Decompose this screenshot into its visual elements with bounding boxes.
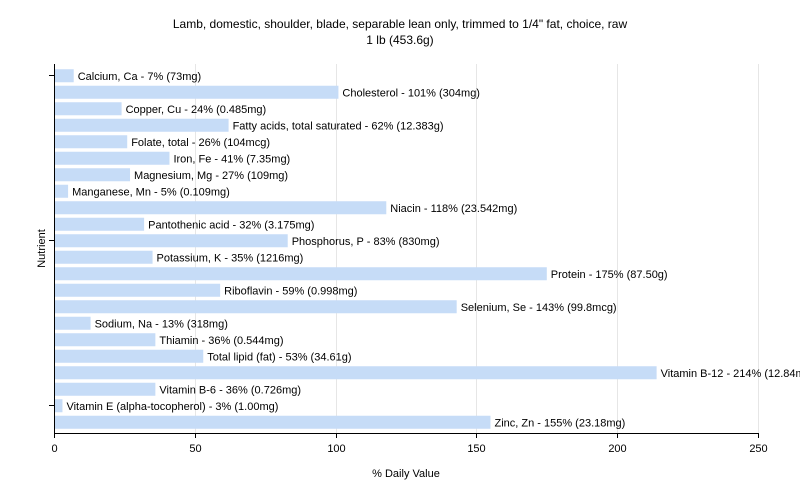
chart-title-block: Lamb, domestic, shoulder, blade, separab…: [0, 16, 800, 48]
bar: [55, 217, 145, 231]
bar: [55, 267, 547, 281]
bar-label: Selenium, Se - 143% (99.8mcg): [461, 302, 617, 314]
bar: [55, 382, 156, 396]
x-tick-label: 100: [327, 443, 345, 455]
bar-label: Iron, Fe - 41% (7.35mg): [173, 153, 290, 165]
bar: [55, 184, 69, 198]
bar: [55, 399, 63, 413]
bar-label: Vitamin B-12 - 214% (12.84mcg): [661, 368, 800, 380]
bar: [55, 300, 457, 314]
bar-label: Fatty acids, total saturated - 62% (12.3…: [233, 120, 444, 132]
bar: [55, 85, 339, 99]
x-axis-title: % Daily Value: [372, 468, 440, 480]
bar: [55, 151, 170, 165]
bar-label: Sodium, Na - 13% (318mg): [95, 318, 228, 330]
bar-label: Riboflavin - 59% (0.998mg): [224, 285, 357, 297]
bar-label: Manganese, Mn - 5% (0.109mg): [72, 186, 230, 198]
bar-label: Vitamin B-6 - 36% (0.726mg): [159, 384, 301, 396]
x-tick-label: 0: [51, 443, 57, 455]
bar: [55, 201, 387, 215]
bar: [55, 316, 91, 330]
bar: [55, 250, 153, 264]
bar-label: Cholesterol - 101% (304mg): [342, 87, 480, 99]
x-tick-label: 250: [749, 443, 767, 455]
bar-label: Zinc, Zn - 155% (23.18mg): [494, 417, 625, 429]
x-tick-label: 200: [608, 443, 626, 455]
chart-title: Lamb, domestic, shoulder, blade, separab…: [172, 17, 628, 31]
bar-label: Niacin - 118% (23.542mg): [390, 203, 517, 215]
bar: [55, 349, 204, 363]
bar: [55, 283, 221, 297]
bar: [55, 102, 122, 116]
bar: [55, 415, 491, 429]
bar-label: Thiamin - 36% (0.544mg): [159, 335, 283, 347]
bar: [55, 234, 288, 248]
bar: [55, 118, 229, 132]
bar-label: Magnesium, Mg - 27% (109mg): [134, 170, 288, 182]
bar-label: Vitamin E (alpha-tocopherol) - 3% (1.00m…: [66, 401, 278, 413]
x-tick-label: 150: [467, 443, 485, 455]
bar-label: Copper, Cu - 24% (0.485mg): [126, 104, 267, 116]
bar: [55, 135, 128, 149]
bar-label: Pantothenic acid - 32% (3.175mg): [148, 219, 314, 231]
y-axis-title: Nutrient: [36, 229, 48, 268]
bar: [55, 168, 131, 182]
x-tick-label: 50: [189, 443, 201, 455]
bar-label: Protein - 175% (87.50g): [551, 269, 668, 281]
bar-label: Potassium, K - 35% (1216mg): [157, 252, 304, 264]
bar-label: Calcium, Ca - 7% (73mg): [78, 71, 201, 83]
chart-subtitle: 1 lb (453.6g): [366, 33, 434, 47]
bar-label: Folate, total - 26% (104mcg): [131, 137, 270, 149]
bar-label: Total lipid (fat) - 53% (34.61g): [207, 351, 351, 363]
bar: [55, 366, 657, 380]
bar-label: Phosphorus, P - 83% (830mg): [292, 236, 440, 248]
bar: [55, 69, 74, 83]
bar: [55, 333, 156, 347]
